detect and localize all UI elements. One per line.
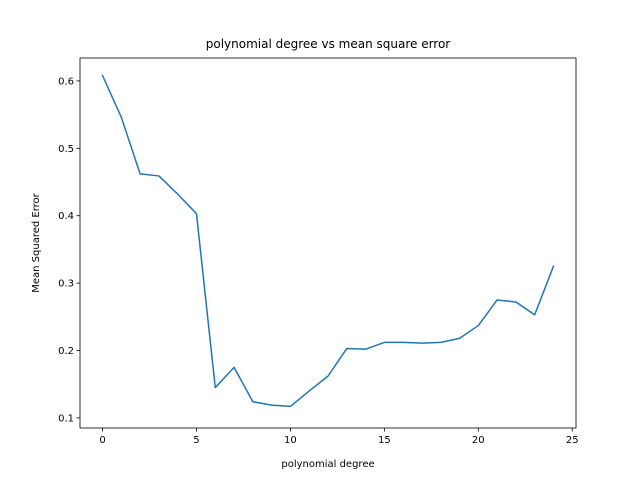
x-tick-label: 15 bbox=[378, 435, 391, 446]
y-tick-label: 0.1 bbox=[58, 413, 74, 424]
x-tick-label: 0 bbox=[99, 435, 105, 446]
x-tick-label: 20 bbox=[472, 435, 485, 446]
y-axis-ticks: 0.1 0.2 0.3 0.4 0.5 0.6 bbox=[58, 76, 80, 424]
x-tick-label: 10 bbox=[284, 435, 297, 446]
series-line bbox=[101, 74, 555, 408]
series-layer bbox=[101, 74, 555, 408]
y-axis-label: Mean Squared Error bbox=[31, 192, 42, 292]
x-tick-label: 25 bbox=[566, 435, 579, 446]
y-tick-label: 0.5 bbox=[58, 144, 74, 155]
y-tick-label: 0.3 bbox=[58, 279, 74, 290]
y-tick-label: 0.2 bbox=[58, 346, 74, 357]
y-tick-label: 0.4 bbox=[58, 211, 74, 222]
x-axis-label: polynomial degree bbox=[281, 459, 374, 470]
chart-title: polynomial degree vs mean square error bbox=[206, 37, 451, 51]
axes-frame bbox=[79, 57, 577, 429]
x-tick-label: 5 bbox=[193, 435, 199, 446]
y-tick-label: 0.6 bbox=[58, 76, 74, 87]
x-axis-ticks: 0 5 10 15 20 25 bbox=[99, 428, 579, 446]
